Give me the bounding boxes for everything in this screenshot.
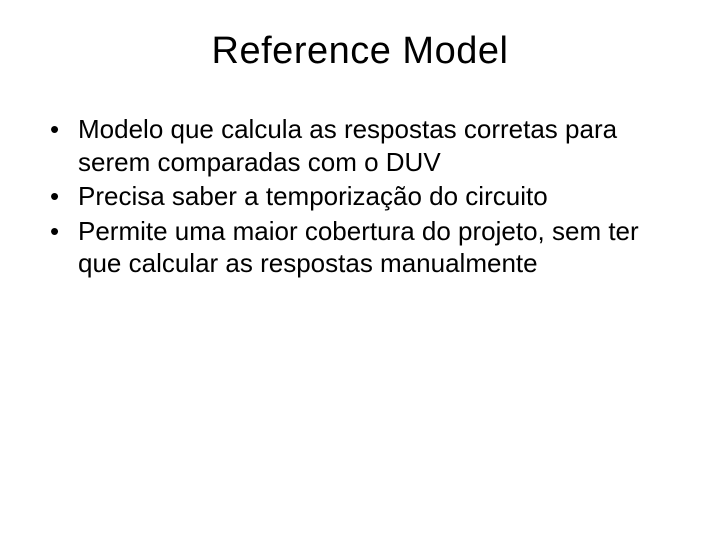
list-item: Permite uma maior cobertura do projeto, … bbox=[50, 215, 680, 280]
list-item: Precisa saber a temporização do circuito bbox=[50, 180, 680, 213]
slide-title: Reference Model bbox=[40, 30, 680, 73]
bullet-list: Modelo que calcula as respostas corretas… bbox=[50, 113, 680, 280]
slide: Reference Model Modelo que calcula as re… bbox=[0, 0, 720, 540]
list-item: Modelo que calcula as respostas corretas… bbox=[50, 113, 680, 178]
